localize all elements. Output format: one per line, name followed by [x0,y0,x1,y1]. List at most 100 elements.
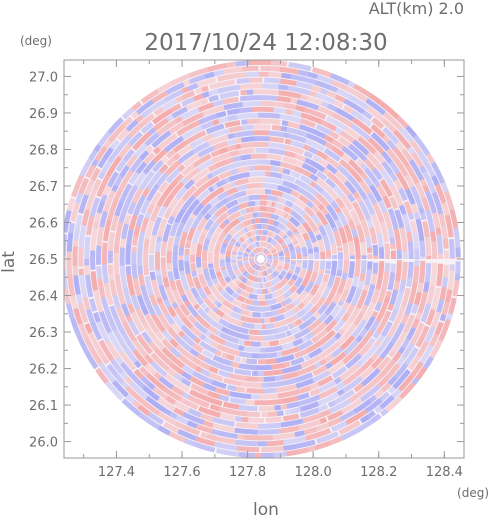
scan-cell [267,274,274,281]
scan-cell [449,264,455,271]
scan-cell [274,374,284,382]
scan-cell [257,428,280,435]
scan-cell [435,183,447,204]
scan-cell [120,389,129,398]
scan-cell [81,209,91,226]
scan-cell [263,369,283,376]
scan-cell [316,74,334,85]
scan-cell [114,175,124,187]
scan-cell [370,124,386,139]
scan-cell [299,174,313,185]
scan-cell [410,322,425,345]
scan-cell [208,134,229,146]
scan-cell [133,142,148,158]
scan-cell [252,212,258,218]
scan-cell [196,267,203,275]
scan-cell [121,398,142,417]
scan-cell [186,227,196,241]
scan-cell [361,117,373,127]
scan-cell [416,149,425,158]
scan-cell [113,252,120,275]
scan-cell [137,231,146,247]
scan-cell [360,344,379,364]
scan-cell [98,362,116,384]
scan-cell [369,226,378,244]
scan-cell [387,385,396,394]
scan-cell [260,200,267,206]
scan-cell [391,331,408,353]
scan-cell [237,215,245,223]
scan-cell [410,203,419,214]
scan-cell [107,197,119,221]
scan-cell [172,152,181,161]
scan-cell [261,277,265,283]
scan-cell [110,215,120,232]
scan-cell [136,294,146,308]
scan-cell [125,119,139,132]
scan-cell [207,390,221,400]
scan-cell [353,398,372,414]
scan-cell [244,272,250,279]
scan-cell [101,242,108,265]
scan-cell [263,305,272,312]
scan-cell [257,371,264,377]
scan-cell [412,232,420,249]
scan-cell [244,340,252,347]
scan-cell [336,164,351,178]
scan-cell [70,318,80,333]
scan-cell [210,149,221,158]
scan-cell [349,168,363,183]
scan-cell [118,204,129,224]
scan-cell [290,210,303,222]
scan-cell [265,358,277,365]
scan-cell [345,285,357,304]
scan-cell [285,256,291,259]
scan-cell [133,360,142,369]
scan-cell [204,218,215,231]
scan-cell [389,308,399,322]
scan-cell [268,71,282,78]
scan-cell [296,252,302,259]
scan-cell [282,309,295,319]
scan-cell [153,117,169,132]
scan-cell [246,238,252,245]
scan-cell [345,409,368,426]
scan-cell [130,311,145,333]
scan-cell [260,318,265,324]
scan-cell [125,385,146,405]
scan-cell [296,392,310,401]
scan-cell [425,153,436,164]
scan-cell [409,170,420,185]
scan-cell [307,248,314,254]
scan-cell [260,218,269,224]
scan-cell [226,353,235,361]
scan-cell [175,414,189,425]
scan-cell [224,177,231,184]
scan-cell [251,218,255,224]
scan-cell [127,303,136,314]
scan-cell [313,440,331,451]
scan-cell [231,255,237,261]
scan-cell [422,220,430,238]
scan-cell [303,150,314,159]
scan-cell [290,356,305,366]
scan-cell [261,445,284,453]
scan-cell [344,278,353,292]
scan-cell [165,149,176,159]
scan-cell [203,212,212,221]
scan-cell [222,401,240,410]
scan-cell [219,363,234,373]
scan-cell [233,72,247,79]
scan-cell [260,347,266,353]
scan-cell [79,274,88,298]
scan-cell [229,397,246,405]
scan-cell [258,112,280,119]
scan-cell [117,134,132,151]
scan-cell [265,250,271,255]
scan-cell [213,140,229,151]
scan-cell [327,400,336,408]
scan-cell [166,156,176,167]
scan-cell [284,272,293,281]
scan-cell [238,363,256,371]
scan-cell [305,434,313,441]
